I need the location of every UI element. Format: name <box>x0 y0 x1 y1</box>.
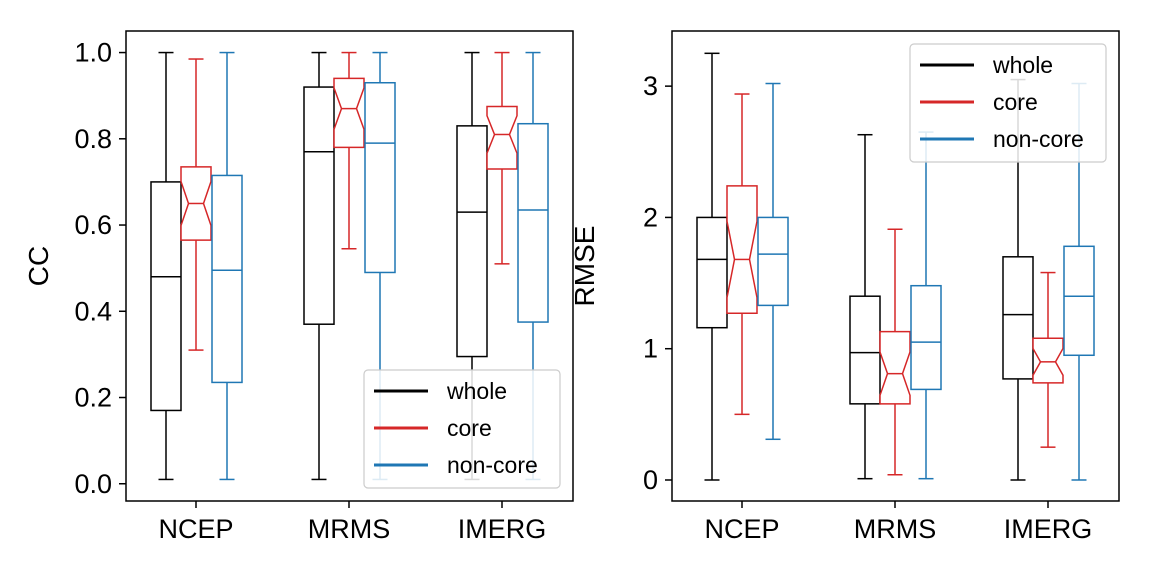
y-tick-label: 2 <box>643 202 658 232</box>
box-whole-mrms <box>303 51 335 481</box>
box-body <box>726 185 758 315</box>
box-body <box>364 81 396 274</box>
box-body <box>849 295 881 405</box>
x-tick-label: NCEP <box>158 514 233 544</box>
box-whole-ncep <box>150 51 182 481</box>
y-tick-label: 3 <box>643 71 658 101</box>
legend-frame <box>363 369 561 489</box>
legend: whole core non-core <box>909 43 1107 163</box>
box-body <box>517 122 549 323</box>
box-body <box>303 86 335 325</box>
legend: whole core non-core <box>363 369 561 489</box>
y-tick-label: 1.0 <box>74 38 112 68</box>
box-non-core-mrms <box>364 51 396 481</box>
box-body <box>150 181 182 412</box>
legend-label-non-core: non-core <box>447 452 538 478</box>
box-body <box>1063 245 1095 357</box>
y-tick-label: 0.2 <box>74 383 112 413</box>
box-non-core-mrms <box>910 131 942 480</box>
box-non-core-ncep <box>757 82 789 441</box>
legend-frame <box>909 43 1107 163</box>
box-body <box>486 105 518 170</box>
x-tick-label: IMERG <box>1004 514 1093 544</box>
y-tick-label: 0.4 <box>74 296 112 326</box>
box-body <box>910 284 942 391</box>
legend-label-whole: whole <box>992 52 1053 78</box>
y-tick-label: 0.0 <box>74 469 112 499</box>
y-tick-label: 0 <box>643 465 658 495</box>
box-core-mrms <box>333 51 365 250</box>
y-tick-label: 1 <box>643 334 658 364</box>
box-core-imerg <box>486 51 518 265</box>
box-body <box>456 125 488 358</box>
y-tick-label: 0.6 <box>74 210 112 240</box>
box-whole-imerg <box>456 51 488 481</box>
x-tick-label: MRMS <box>308 514 391 544</box>
legend-label-whole: whole <box>446 378 507 404</box>
legend-label-core: core <box>447 415 492 441</box>
box-body <box>879 330 911 405</box>
panel-2: 0 1 2 3 RMSE NCEP MRMS IMERG whole core non-core <box>569 30 1120 544</box>
box-whole-imerg <box>1002 78 1034 481</box>
box-whole-mrms <box>849 133 881 480</box>
y-axis-label: RMSE <box>569 226 600 307</box>
x-tick-label: NCEP <box>704 514 779 544</box>
box-core-mrms <box>879 228 911 476</box>
box-body <box>211 174 243 384</box>
box-non-core-ncep <box>211 51 243 481</box>
box-body <box>333 77 365 149</box>
box-whole-ncep <box>696 52 728 481</box>
x-tick-label: IMERG <box>458 514 547 544</box>
legend-label-core: core <box>993 89 1038 115</box>
y-axis-label: CC <box>23 246 54 286</box>
panel-1: 0.0 0.2 0.4 0.6 0.8 1.0 CC NCEP MRMS IMERG whole co… <box>23 30 574 544</box>
legend-label-non-core: non-core <box>993 126 1084 152</box>
box-body <box>757 216 789 307</box>
box-core-imerg <box>1032 271 1064 448</box>
box-body <box>1002 256 1034 380</box>
box-core-ncep <box>180 58 212 351</box>
box-core-ncep <box>726 93 758 416</box>
x-tick-label: MRMS <box>854 514 937 544</box>
y-tick-label: 0.8 <box>74 124 112 154</box>
box-body <box>696 216 728 329</box>
box-body <box>1032 337 1064 384</box>
